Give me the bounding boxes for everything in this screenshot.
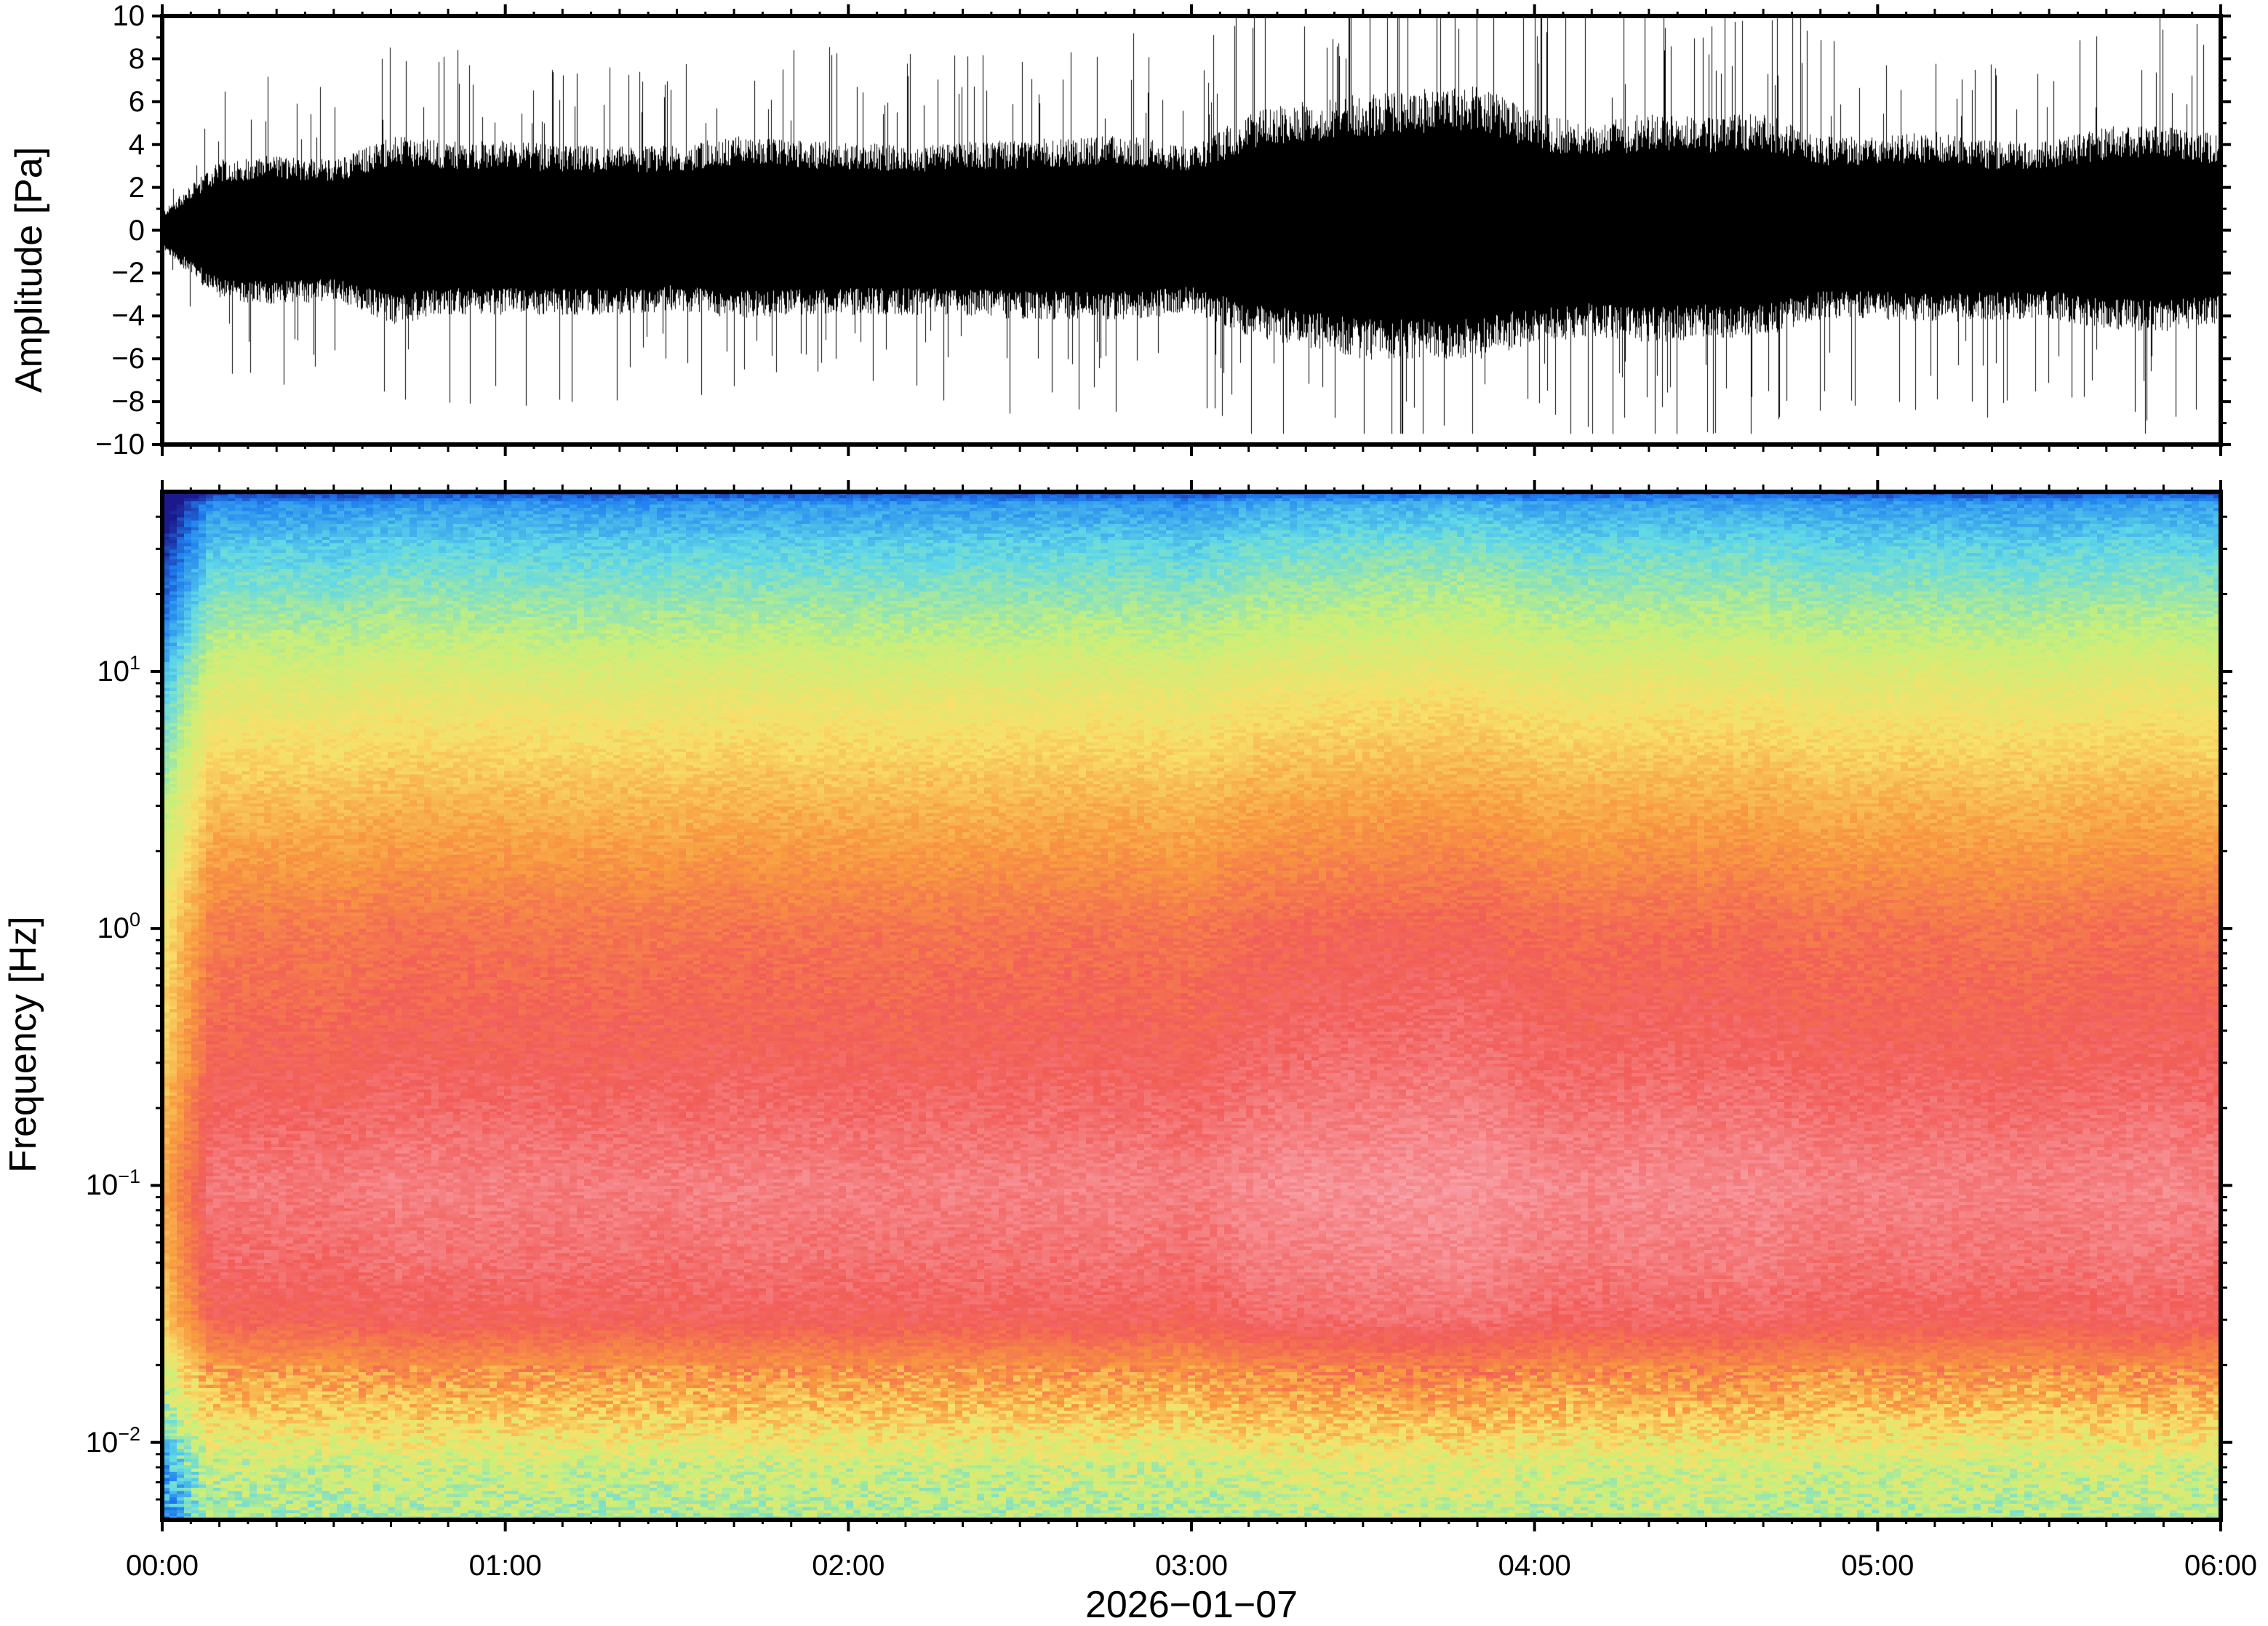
tick-base: 10 [85, 1426, 119, 1459]
tick-exponent: 0 [129, 909, 140, 931]
x-tick-label: 03:00 [1154, 1550, 1229, 1582]
x-tick-label: 06:00 [2184, 1550, 2258, 1582]
waveform-y-tick-label: 10 [112, 0, 145, 32]
waveform-y-tick-label: 0 [128, 214, 145, 247]
spectrogram-y-tick-label: 10−1 [39, 1165, 140, 1203]
spectrogram-y-axis-title: Frequency [Hz] [2, 916, 44, 1173]
spectrogram-frame-border [160, 490, 2223, 1522]
tick-base: 10 [85, 1169, 119, 1202]
spectrogram-y-tick-label: 101 [39, 652, 140, 689]
waveform-y-axis-title: Amplitude [Pa] [8, 146, 50, 393]
tick-base: 10 [97, 655, 129, 688]
spectrogram-y-tick-label: 100 [39, 909, 140, 946]
x-tick-label: 05:00 [1841, 1550, 1914, 1582]
waveform-y-tick-label: −4 [111, 300, 145, 332]
waveform-y-tick-label: −2 [111, 257, 145, 290]
waveform-y-tick-label: 6 [128, 85, 145, 118]
tick-base: 10 [97, 912, 129, 945]
spectrogram-y-tick-label: 10−2 [39, 1423, 140, 1460]
waveform-trace [162, 16, 2221, 445]
tick-exponent: 1 [129, 651, 140, 674]
x-tick-label: 00:00 [125, 1550, 199, 1582]
tick-exponent: −2 [118, 1422, 140, 1445]
x-tick-label: 01:00 [468, 1550, 542, 1582]
tick-exponent: −1 [118, 1165, 140, 1188]
waveform-y-tick-label: −10 [95, 429, 145, 461]
x-axis-title: 2026−01−07 [1085, 1584, 1298, 1626]
waveform-y-tick-label: 8 [128, 42, 145, 75]
waveform-axes-frame [152, 4, 2231, 456]
waveform-frame-border [160, 14, 2223, 447]
spectrogram-image [162, 492, 2221, 1520]
spectrogram-axes-frame [151, 480, 2232, 1531]
x-tick-label: 02:00 [812, 1550, 885, 1582]
waveform-y-tick-label: −8 [111, 386, 145, 418]
x-tick-label: 04:00 [1498, 1550, 1571, 1582]
waveform-y-tick-label: 2 [128, 171, 145, 204]
waveform-y-tick-label: −6 [111, 343, 145, 375]
waveform-y-tick-label: 4 [128, 128, 145, 161]
